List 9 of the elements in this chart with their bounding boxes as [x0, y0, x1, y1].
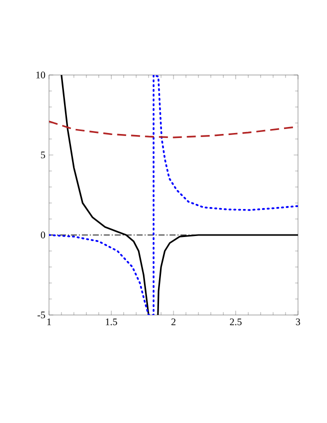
x-tick-label: 3 [296, 318, 300, 326]
y-tick-label: -5 [38, 312, 46, 318]
x-tick-label: 1.5 [106, 318, 118, 326]
y-tick-label: 10 [36, 72, 46, 78]
x-tick-label: 1 [47, 318, 51, 326]
y-tick-label: 0 [40, 232, 46, 238]
x-tick-label: 2.5 [230, 318, 242, 326]
x-tick-label: 2 [171, 318, 176, 326]
y-tick-label: 5 [41, 152, 46, 158]
